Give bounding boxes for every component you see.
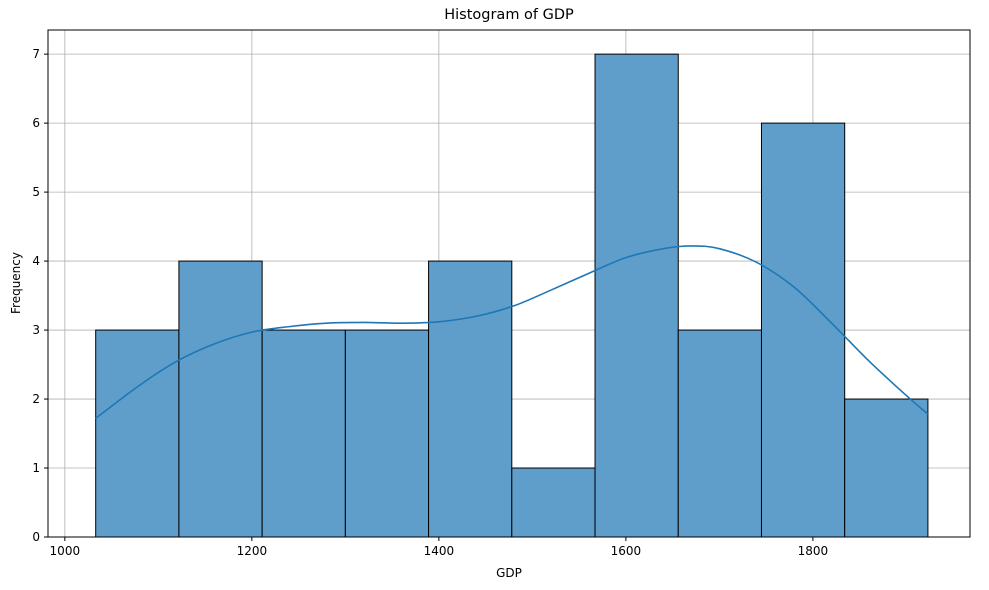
y-tick-label: 1 <box>32 461 40 475</box>
histogram-bars <box>95 53 929 538</box>
x-tick-label: 1400 <box>424 544 455 558</box>
x-axis-label: GDP <box>496 566 522 580</box>
histogram-bar <box>594 53 679 538</box>
chart-title: Histogram of GDP <box>444 7 574 23</box>
histogram-bar <box>511 467 596 538</box>
plot-frame <box>47 29 971 538</box>
axis-ticks: 1000 1200 1400 1600 1800 0 1 2 3 4 5 6 7 <box>32 47 828 558</box>
histogram-bar <box>428 260 513 538</box>
histogram-bar <box>178 260 263 538</box>
x-tick-label: 1800 <box>798 544 829 558</box>
x-tick-label: 1000 <box>50 544 81 558</box>
kde-line <box>95 245 929 419</box>
histogram-bar <box>844 398 929 538</box>
histogram-bar <box>95 329 180 538</box>
histogram-bar <box>677 329 762 538</box>
y-tick-label: 2 <box>32 392 40 406</box>
kde-curve-layer <box>95 245 929 419</box>
x-tick-label: 1200 <box>237 544 268 558</box>
y-tick-label: 7 <box>32 47 40 61</box>
y-tick-label: 6 <box>32 116 40 130</box>
x-tick-label: 1600 <box>611 544 642 558</box>
histogram-bar <box>344 329 430 538</box>
histogram-bar <box>261 329 346 538</box>
y-tick-label: 4 <box>32 254 40 268</box>
histogram-bar <box>760 122 846 538</box>
y-tick-label: 3 <box>32 323 40 337</box>
y-tick-label: 5 <box>32 185 40 199</box>
y-axis-label: Frequency <box>9 252 23 314</box>
y-tick-label: 0 <box>32 530 40 544</box>
